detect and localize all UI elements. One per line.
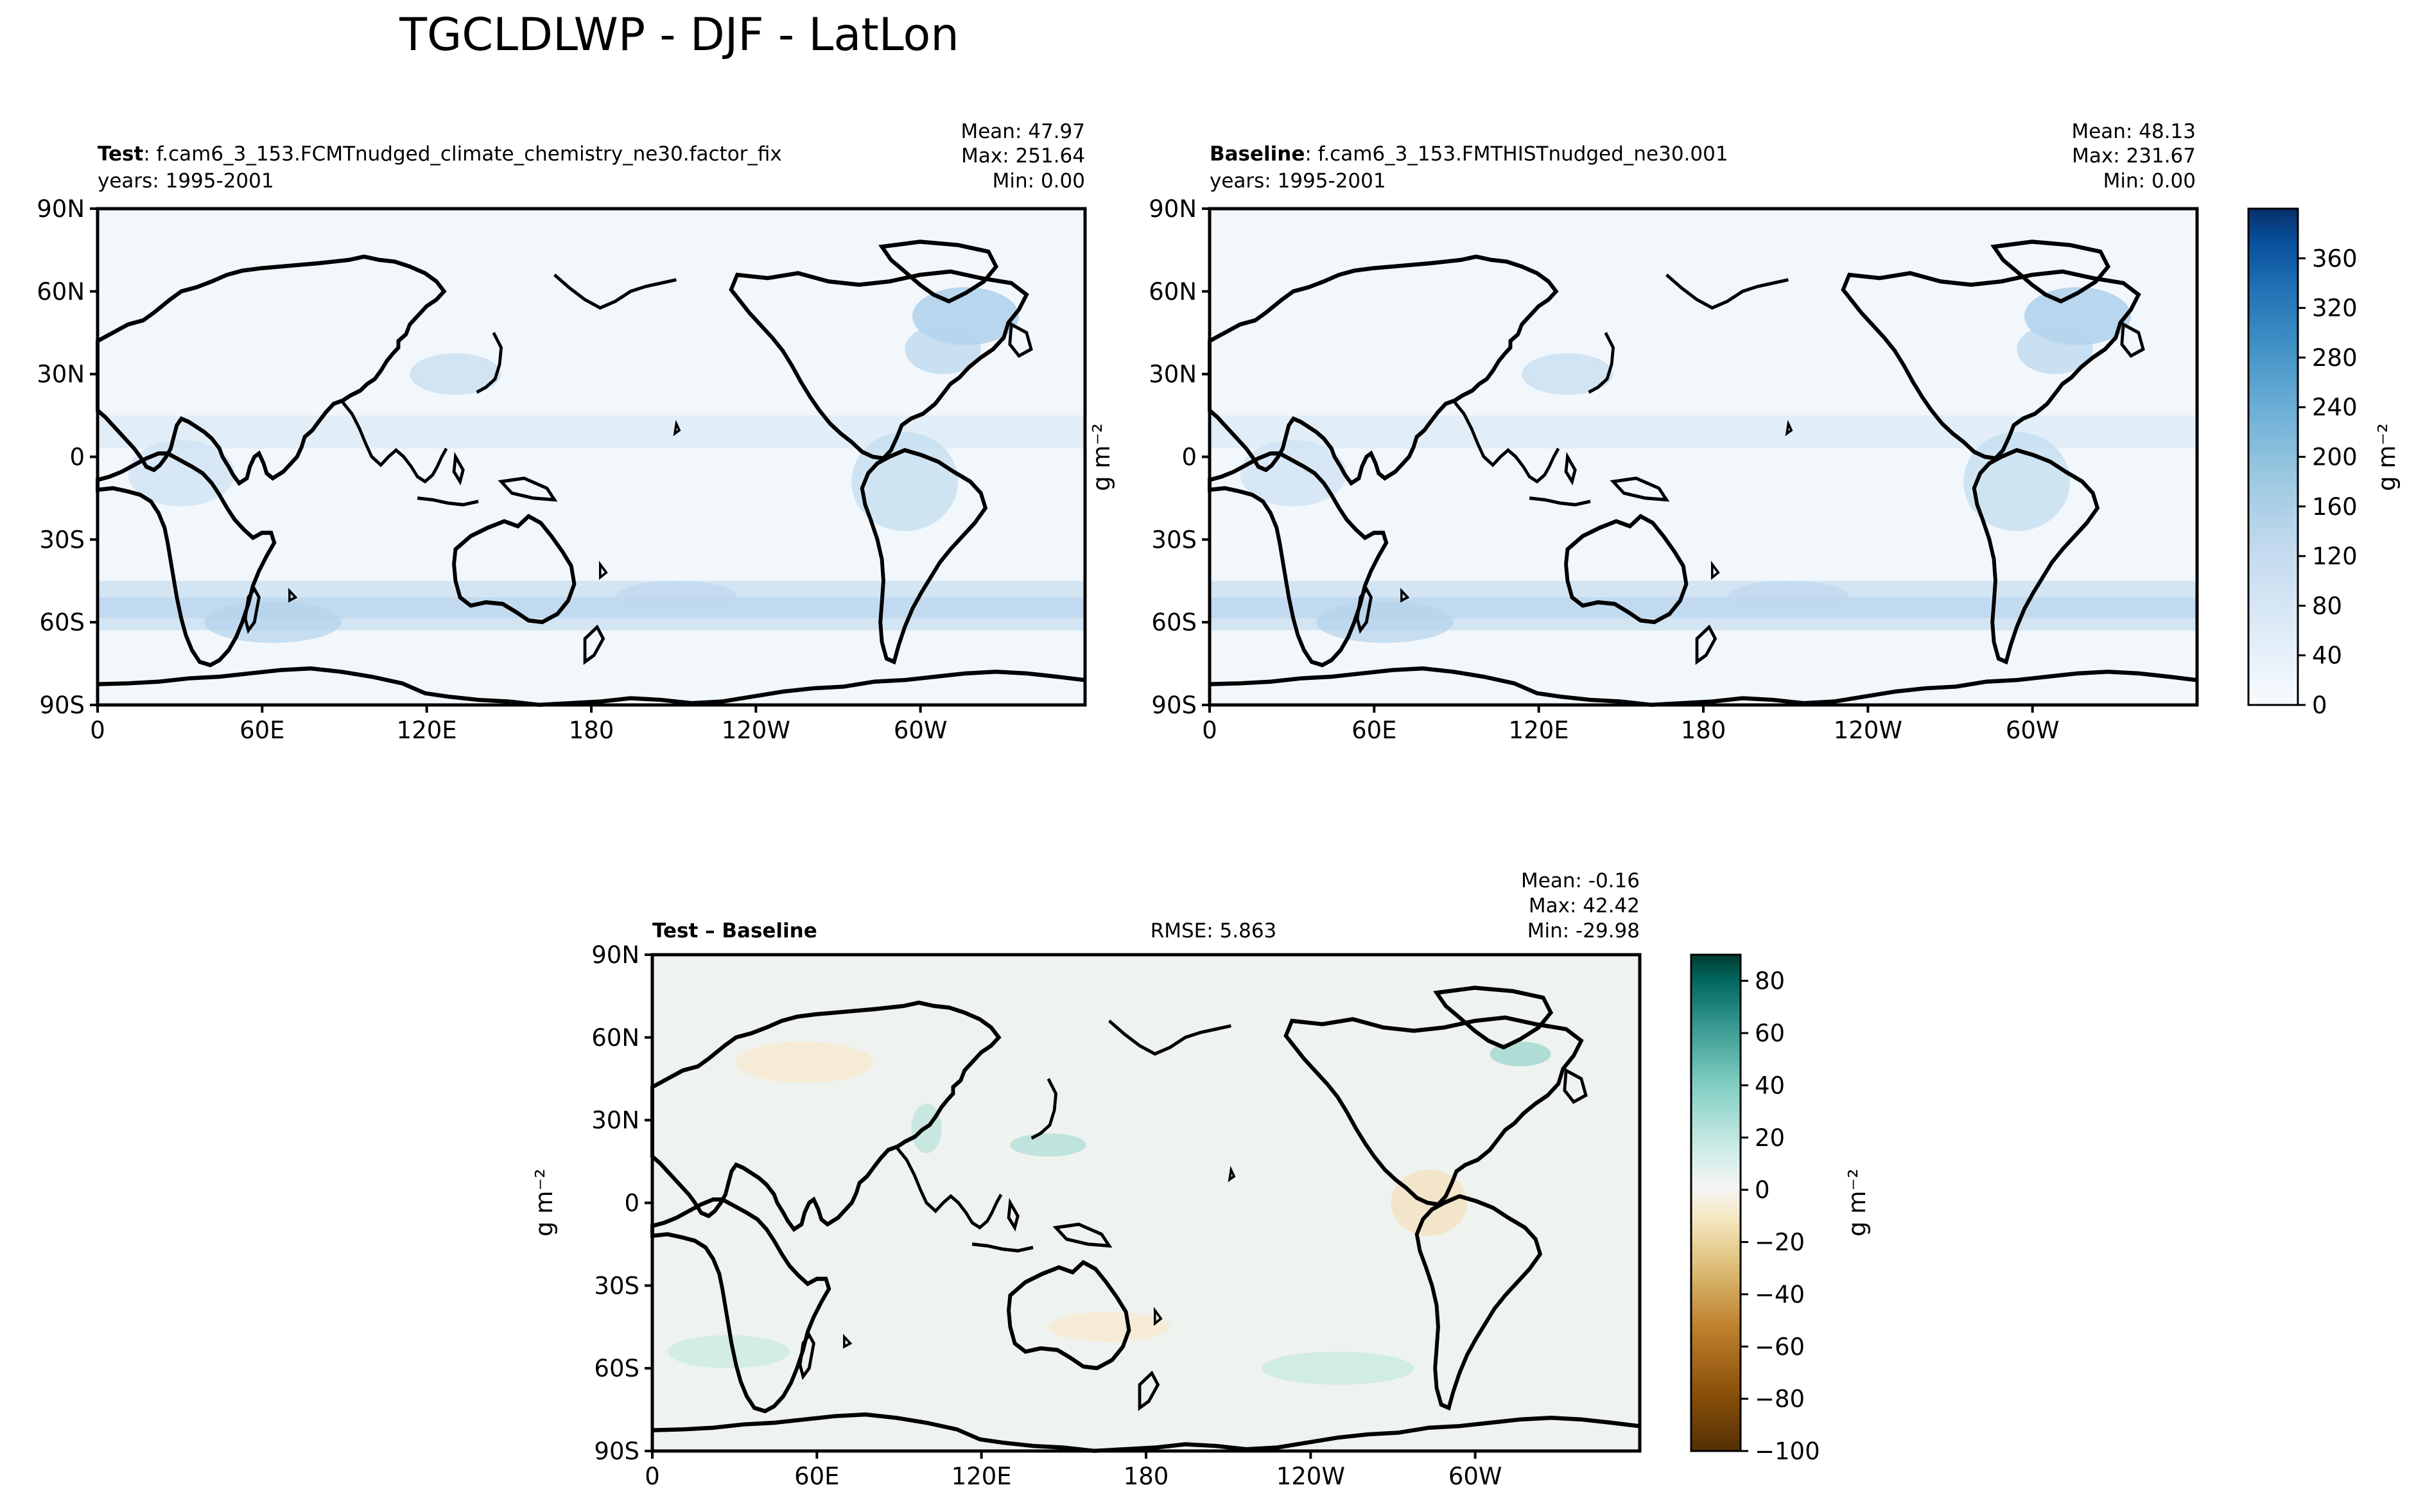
diff-colorbar-tick-label: −80 xyxy=(1755,1386,1805,1413)
lat-tick-label: 30N xyxy=(1149,361,1197,388)
lat-tick-label: 60N xyxy=(591,1024,639,1052)
lat-tick-label: 0 xyxy=(69,444,85,471)
baseline-map xyxy=(1210,209,2196,705)
lat-tick-label: 30N xyxy=(591,1107,639,1134)
test-mean: Mean: 47.97 xyxy=(960,120,1085,143)
lon-tick-label: 60W xyxy=(1448,1463,1502,1490)
lat-tick-label: 90S xyxy=(594,1438,639,1465)
diff-panel: Test – Baseline RMSE: 5.863 Mean: -0.16 … xyxy=(530,869,1642,1490)
field-colorbar-tick-label: 280 xyxy=(2312,344,2358,372)
diff-colorbar-label: g m⁻² xyxy=(1843,1169,1871,1237)
diff-rmse: RMSE: 5.863 xyxy=(1151,919,1277,943)
lon-tick-label: 60W xyxy=(894,717,948,744)
baseline-mean: Mean: 48.13 xyxy=(2071,120,2196,143)
lon-tick-label: 60E xyxy=(794,1463,839,1490)
lat-tick-label: 0 xyxy=(624,1190,639,1217)
lat-tick-label: 90S xyxy=(1151,691,1197,719)
lat-tick-label: 0 xyxy=(1181,444,1197,471)
field-colorbar-tick-label: 120 xyxy=(2312,543,2358,570)
lat-tick-label: 60N xyxy=(1149,278,1197,306)
baseline-panel-title: Baseline: f.cam6_3_153.FMTHISTnudged_ne3… xyxy=(1210,143,1728,166)
figure-title: TGCLDLWP - DJF - LatLon xyxy=(399,8,959,61)
baseline-years: years: 1995-2001 xyxy=(1210,169,1386,193)
field-colorbar-label: g m⁻² xyxy=(2373,423,2401,491)
lon-tick-label: 120E xyxy=(1509,717,1569,744)
diff-colorbar-tick-label: 0 xyxy=(1755,1176,1770,1204)
diff-mean: Mean: -0.16 xyxy=(1521,869,1640,892)
lat-tick-label: 60S xyxy=(594,1355,639,1382)
field-colorbar-tick-label: 360 xyxy=(2312,245,2358,272)
field-colorbar-bar xyxy=(2247,207,2299,706)
lon-tick-label: 180 xyxy=(1681,717,1726,744)
field-colorbar-tick-label: 240 xyxy=(2312,394,2358,421)
lat-tick-label: 30N xyxy=(37,361,85,388)
field-colorbar-tick-label: 160 xyxy=(2312,493,2358,521)
lat-tick-label: 90N xyxy=(1149,195,1197,223)
lon-tick-label: 60E xyxy=(239,717,284,744)
lon-tick-label: 120E xyxy=(397,717,457,744)
diff-colorbar-tick-label: −20 xyxy=(1755,1229,1805,1256)
diff-units-label: g m⁻² xyxy=(530,1169,558,1237)
baseline-panel: Baseline: f.cam6_3_153.FMTHISTnudged_ne3… xyxy=(1088,120,2199,744)
lon-tick-label: 180 xyxy=(569,717,614,744)
diff-colorbar-tick-label: 80 xyxy=(1755,968,1785,995)
diff-panel-title: Test – Baseline xyxy=(652,919,817,943)
baseline-min: Min: 0.00 xyxy=(2103,169,2196,193)
field-colorbar-tick-label: 320 xyxy=(2312,295,2358,322)
lat-tick-label: 90S xyxy=(39,691,85,719)
diff-min: Min: -29.98 xyxy=(1527,919,1640,943)
lon-tick-label: 120W xyxy=(1834,717,1902,744)
test-years: years: 1995-2001 xyxy=(98,169,274,193)
field-colorbar-tick-label: 0 xyxy=(2312,691,2327,719)
test-max: Max: 251.64 xyxy=(961,144,1085,168)
lon-tick-label: 180 xyxy=(1124,1463,1169,1490)
lon-tick-label: 0 xyxy=(90,717,105,744)
diff-colorbar-ticks: 80 60 40 20 0 −20 −40 −60 −80 −100 xyxy=(1741,968,1820,1465)
diff-map xyxy=(652,955,1639,1451)
lat-tick-label: 90N xyxy=(591,941,639,969)
field-colorbar-tick-label: 40 xyxy=(2312,642,2342,670)
field-colorbar-ticks: 0 40 80 120 160 200 240 280 320 360 xyxy=(2298,245,2358,719)
lat-tick-label: 30S xyxy=(594,1272,639,1299)
lon-tick-label: 60E xyxy=(1351,717,1396,744)
baseline-max: Max: 231.67 xyxy=(2072,144,2196,168)
diff-colorbar-tick-label: −100 xyxy=(1755,1438,1820,1465)
diff-colorbar: 80 60 40 20 0 −20 −40 −60 −80 −100 g m⁻² xyxy=(1690,953,1871,1465)
diff-colorbar-tick-label: −60 xyxy=(1755,1333,1805,1360)
lat-tick-label: 30S xyxy=(39,526,85,553)
lat-tick-label: 60N xyxy=(37,278,85,306)
lon-tick-label: 60W xyxy=(2006,717,2060,744)
lon-tick-label: 0 xyxy=(1202,717,1217,744)
diff-colorbar-tick-label: 40 xyxy=(1755,1072,1785,1099)
field-colorbar-tick-label: 200 xyxy=(2312,444,2358,471)
lat-tick-label: 90N xyxy=(37,195,85,223)
test-map xyxy=(98,209,1084,705)
test-panel: Test: f.cam6_3_153.FCMTnudged_climate_ch… xyxy=(37,120,1087,744)
diff-colorbar-tick-label: 60 xyxy=(1755,1020,1785,1047)
diff-max: Max: 42.42 xyxy=(1529,894,1640,917)
diff-colorbar-tick-label: −40 xyxy=(1755,1281,1805,1308)
lat-tick-label: 30S xyxy=(1151,526,1197,553)
lon-tick-label: 120W xyxy=(1276,1463,1345,1490)
lon-tick-label: 120E xyxy=(952,1463,1012,1490)
lon-tick-label: 120W xyxy=(722,717,790,744)
lon-tick-label: 0 xyxy=(645,1463,660,1490)
test-min: Min: 0.00 xyxy=(993,169,1085,193)
field-colorbar-tick-label: 80 xyxy=(2312,592,2342,620)
diff-colorbar-tick-label: 20 xyxy=(1755,1124,1785,1152)
test-panel-title: Test: f.cam6_3_153.FCMTnudged_climate_ch… xyxy=(98,143,782,166)
baseline-units-label: g m⁻² xyxy=(1088,423,1115,491)
lat-tick-label: 60S xyxy=(1151,609,1197,636)
diff-colorbar-bar xyxy=(1690,953,1742,1452)
lat-tick-label: 60S xyxy=(39,609,85,636)
field-colorbar: 0 40 80 120 160 200 240 280 320 360 g m⁻² xyxy=(2247,207,2401,719)
